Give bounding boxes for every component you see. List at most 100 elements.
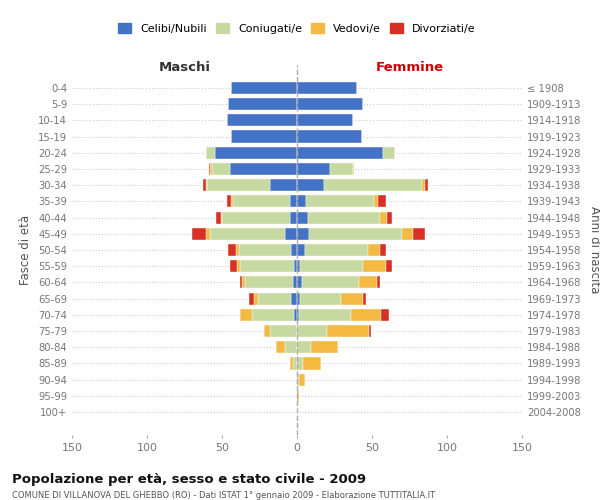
Bar [254, 292, 258, 304]
Bar [297, 179, 324, 191]
Bar [297, 228, 309, 240]
Bar [233, 196, 290, 207]
Bar [294, 309, 297, 321]
Bar [264, 325, 270, 337]
Bar [402, 228, 413, 240]
Bar [425, 179, 427, 191]
Bar [221, 212, 222, 224]
Bar [421, 179, 425, 191]
Bar [276, 341, 285, 353]
Bar [380, 244, 386, 256]
Bar [229, 260, 237, 272]
Bar [305, 244, 367, 256]
Bar [378, 196, 386, 207]
Bar [309, 228, 402, 240]
Bar [235, 244, 239, 256]
Bar [285, 341, 297, 353]
Bar [249, 292, 254, 304]
Legend: Celibi/Nubili, Coniugati/e, Vedovi/e, Divorziati/e: Celibi/Nubili, Coniugati/e, Vedovi/e, Di… [114, 19, 480, 38]
Bar [210, 163, 212, 175]
Bar [297, 390, 299, 402]
Bar [297, 292, 300, 304]
Bar [241, 276, 245, 288]
Bar [216, 212, 221, 224]
Bar [297, 260, 300, 272]
Bar [227, 196, 231, 207]
Bar [205, 146, 215, 159]
Bar [297, 82, 357, 94]
Bar [297, 98, 363, 110]
Bar [299, 374, 305, 386]
Bar [229, 163, 297, 175]
Bar [297, 130, 361, 142]
Bar [300, 292, 341, 304]
Bar [228, 98, 297, 110]
Bar [359, 276, 377, 288]
Bar [297, 244, 305, 256]
Text: Popolazione per età, sesso e stato civile - 2009: Popolazione per età, sesso e stato civil… [12, 472, 366, 486]
Bar [215, 146, 297, 159]
Bar [207, 179, 270, 191]
Bar [270, 179, 297, 191]
Bar [203, 179, 205, 191]
Bar [383, 146, 395, 159]
Bar [369, 325, 371, 337]
Bar [299, 309, 351, 321]
Bar [231, 196, 233, 207]
Bar [237, 260, 240, 272]
Y-axis label: Fasce di età: Fasce di età [19, 215, 32, 285]
Bar [240, 309, 252, 321]
Bar [294, 260, 297, 272]
Bar [258, 292, 291, 304]
Bar [297, 341, 311, 353]
Bar [297, 196, 306, 207]
Bar [205, 228, 210, 240]
Bar [285, 228, 297, 240]
Bar [297, 309, 299, 321]
Bar [353, 163, 354, 175]
Bar [311, 341, 337, 353]
Bar [209, 163, 210, 175]
Bar [290, 212, 297, 224]
Bar [377, 276, 380, 288]
Bar [297, 325, 327, 337]
Bar [306, 196, 373, 207]
Bar [297, 374, 299, 386]
Bar [192, 228, 205, 240]
Bar [205, 179, 207, 191]
Bar [210, 228, 285, 240]
Bar [341, 292, 363, 304]
Bar [303, 358, 321, 370]
Bar [413, 228, 425, 240]
Bar [302, 276, 359, 288]
Bar [380, 212, 387, 224]
Bar [270, 325, 297, 337]
Bar [297, 276, 302, 288]
Text: Maschi: Maschi [158, 61, 211, 74]
Bar [381, 309, 389, 321]
Bar [290, 196, 297, 207]
Bar [293, 276, 297, 288]
Bar [367, 244, 380, 256]
Bar [330, 163, 353, 175]
Bar [363, 292, 366, 304]
Bar [363, 260, 386, 272]
Bar [296, 374, 297, 386]
Bar [351, 309, 381, 321]
Bar [297, 163, 330, 175]
Bar [297, 146, 383, 159]
Bar [212, 163, 229, 175]
Bar [252, 309, 294, 321]
Bar [227, 114, 297, 126]
Bar [293, 358, 297, 370]
Bar [327, 325, 369, 337]
Bar [324, 179, 421, 191]
Bar [291, 244, 297, 256]
Bar [240, 276, 241, 288]
Bar [228, 244, 235, 256]
Bar [300, 260, 363, 272]
Text: Femmine: Femmine [376, 61, 443, 74]
Bar [239, 244, 291, 256]
Bar [290, 358, 293, 370]
Text: COMUNE DI VILLANOVA DEL GHEBBO (RO) - Dati ISTAT 1° gennaio 2009 - Elaborazione : COMUNE DI VILLANOVA DEL GHEBBO (RO) - Da… [12, 491, 435, 500]
